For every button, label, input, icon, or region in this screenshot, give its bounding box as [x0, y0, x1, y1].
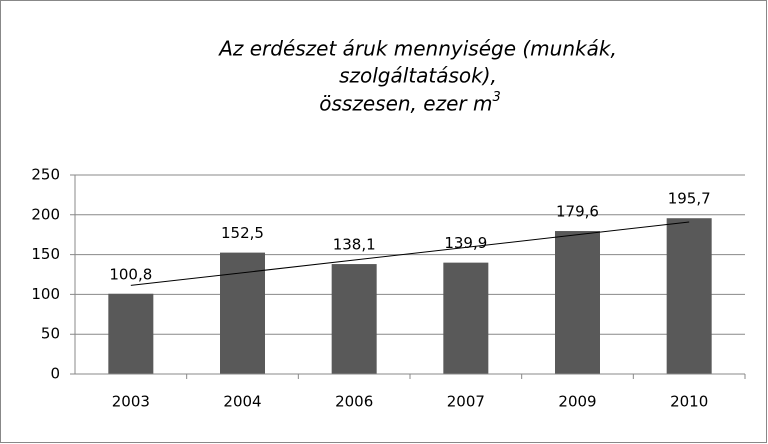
bar [555, 231, 600, 374]
title-superscript: 3 [492, 90, 500, 105]
x-tick-label: 2003 [112, 393, 150, 411]
y-tick-label: 200 [31, 205, 60, 223]
y-tick-label: 50 [41, 325, 60, 343]
chart-title: Az erdészet áruk mennyisége (munkák, [217, 37, 617, 61]
value-label: 100,8 [109, 265, 152, 283]
bar [666, 218, 712, 374]
x-tick-label: 2007 [447, 393, 485, 411]
x-tick-label: 2006 [335, 393, 373, 411]
y-tick-label: 250 [31, 166, 60, 184]
bar [108, 293, 154, 374]
value-label: 179,6 [556, 203, 599, 221]
bar [443, 262, 489, 374]
value-label: 138,1 [333, 236, 376, 254]
x-tick-label: 2010 [670, 393, 708, 411]
chart-title: összesen, ezer m3 [319, 90, 500, 116]
y-tick-label: 150 [31, 245, 60, 263]
value-label: 152,5 [221, 224, 264, 242]
y-tick-label: 0 [50, 365, 60, 383]
bar [331, 264, 377, 374]
x-tick-label: 2009 [558, 393, 596, 411]
trend-line [130, 221, 690, 286]
value-label: 139,9 [444, 234, 487, 252]
x-tick-label: 2004 [223, 393, 261, 411]
chart-title: szolgáltatások), [339, 64, 497, 88]
value-label: 195,7 [668, 190, 711, 208]
y-tick-label: 100 [31, 285, 60, 303]
